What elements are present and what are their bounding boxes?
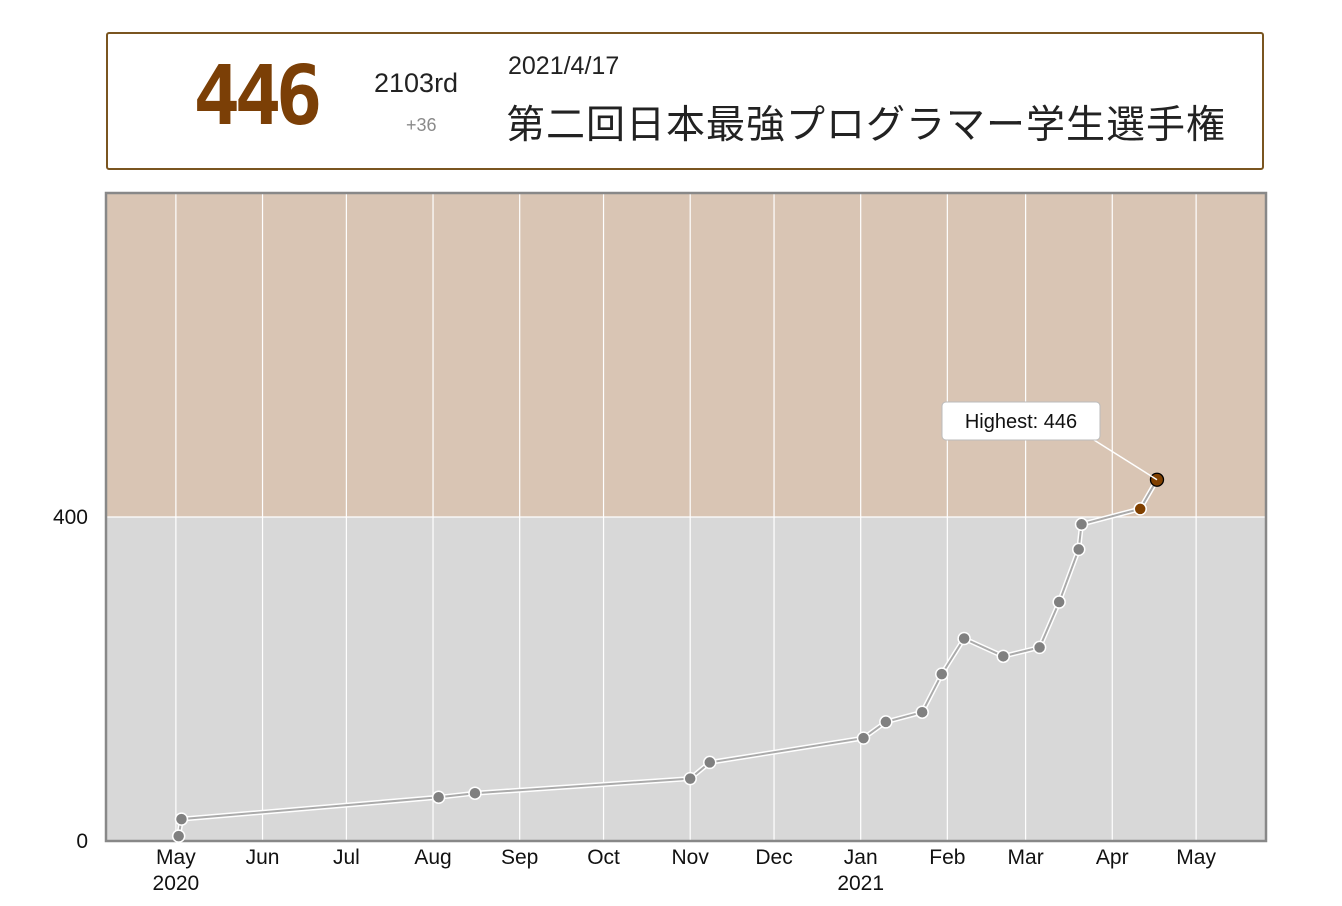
rating-value: 446 — [193, 49, 322, 144]
rating-band — [106, 193, 1266, 517]
rating-point — [915, 705, 929, 719]
x-tick-label: Dec — [755, 846, 792, 869]
x-tick-label: Jun — [246, 846, 280, 869]
contest-name: 第二回日本最強プログラマー学生選手権 — [506, 103, 1227, 148]
x-tick-year-label: 2020 — [153, 872, 200, 895]
x-tick-label: May — [156, 846, 196, 869]
rating-point — [1071, 542, 1086, 557]
rating-point — [996, 649, 1011, 664]
contest-place: 2103rd — [374, 68, 459, 98]
x-tick-label: Mar — [1008, 846, 1044, 869]
rating-point — [171, 829, 186, 843]
rating-point — [174, 812, 189, 826]
x-tick-label: Aug — [414, 846, 451, 869]
contest-summary-card: 446 2103rd +36 2021/4/17 第二回日本最強プログラマー学生… — [106, 32, 1264, 170]
rating-point — [1074, 517, 1089, 532]
x-tick-label: Feb — [929, 846, 965, 869]
rating-point — [1032, 640, 1047, 655]
highest-tooltip-text: Highest: 446 — [965, 411, 1077, 433]
x-tick-label: Oct — [587, 846, 620, 869]
x-tick-label: Nov — [672, 846, 710, 869]
rating-point — [856, 731, 871, 745]
rating-band — [106, 517, 1266, 841]
plot-border — [104, 191, 1268, 843]
rating-point — [683, 771, 697, 786]
highest-tooltip — [941, 401, 1101, 441]
x-tick-label: May — [1176, 846, 1216, 869]
rating-point — [468, 786, 482, 800]
rating-point — [431, 790, 446, 805]
rating-point — [703, 755, 717, 770]
rating-point — [1052, 595, 1066, 609]
rating-point — [957, 631, 971, 646]
y-tick-label: 0 — [76, 830, 88, 853]
x-tick-label: Jul — [333, 846, 360, 869]
rating-point — [1133, 502, 1147, 516]
x-tick-label: Jan — [844, 846, 878, 869]
contest-date: 2021/4/17 — [508, 52, 620, 80]
x-tick-label: Sep — [501, 846, 538, 869]
rating-delta: +36 — [406, 115, 437, 135]
x-tick-label: Apr — [1096, 846, 1129, 869]
y-tick-label: 400 — [53, 506, 88, 529]
x-tick-year-label: 2021 — [837, 872, 884, 895]
tooltip-connector — [1093, 439, 1158, 481]
rating-point — [935, 667, 949, 681]
rating-point — [879, 715, 893, 729]
